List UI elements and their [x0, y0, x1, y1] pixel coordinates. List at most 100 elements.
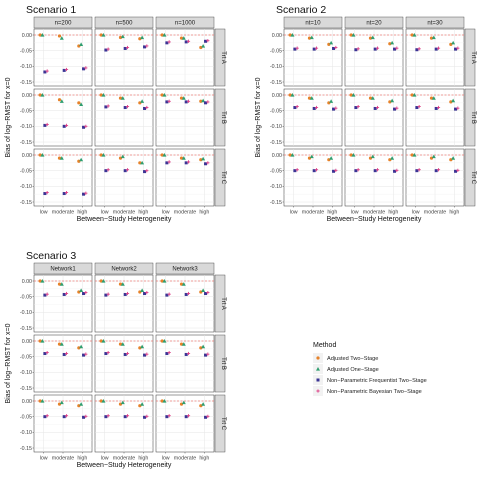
data-point-bayes [84, 124, 88, 128]
data-point-freq [434, 169, 438, 173]
facet-strip-label: Trt B [220, 357, 226, 370]
data-point-one [201, 344, 206, 349]
y-tick-label: -0.15 [20, 386, 32, 392]
y-tick-label: -0.15 [270, 200, 282, 206]
data-point-one [181, 400, 186, 405]
facet-panel [405, 88, 465, 147]
data-point-freq [373, 106, 377, 110]
data-point-one [201, 288, 206, 292]
data-point-bayes [375, 168, 380, 172]
data-point-bayes [186, 414, 191, 418]
data-point-freq [354, 48, 358, 52]
data-point-one [140, 35, 145, 40]
data-point-bayes [356, 47, 360, 51]
data-point-bayes [436, 105, 441, 110]
data-point-bayes [186, 99, 191, 103]
y-tick-label: -0.15 [20, 200, 32, 206]
facet-panel [33, 148, 93, 207]
facet-strip-label: Network2 [111, 267, 137, 273]
data-point-one [390, 98, 395, 103]
data-point-freq [123, 46, 127, 50]
facet-strip-column [155, 262, 215, 275]
data-point-one [329, 40, 334, 45]
data-point-one [431, 35, 436, 40]
data-point-freq [415, 48, 419, 52]
data-point-one [162, 279, 167, 283]
data-point-bayes [436, 46, 441, 50]
data-point-bayes [106, 292, 110, 296]
data-point-bayes [456, 46, 460, 50]
facet-panel [155, 28, 215, 87]
data-point-bayes [417, 47, 421, 51]
y-tick-label: -0.05 [20, 168, 32, 174]
data-point-freq [43, 415, 47, 419]
facet-strip-label: Network1 [50, 267, 76, 273]
data-point-freq [184, 161, 188, 165]
data-point-two [77, 101, 81, 105]
x-tick-label: low [162, 210, 170, 216]
data-point-freq [184, 292, 188, 296]
data-point-one [59, 36, 64, 40]
facet-panel [283, 28, 343, 87]
data-point-one [290, 93, 295, 97]
data-point-bayes [84, 66, 88, 70]
data-point-freq [82, 67, 86, 71]
data-point-freq [104, 48, 108, 52]
data-point-one [120, 34, 125, 39]
facet-strip-label: Trt A [220, 297, 226, 309]
data-point-one [162, 93, 167, 97]
data-point-freq [143, 415, 147, 419]
data-point-bayes [417, 104, 421, 109]
x-axis-title: Between−Study Heterogeneity [77, 462, 172, 469]
data-point-one [162, 153, 167, 157]
data-point-one [390, 156, 395, 160]
data-point-one [40, 399, 45, 403]
data-point-bayes [456, 168, 460, 172]
data-point-one [370, 35, 375, 40]
data-point-bayes [314, 46, 319, 50]
x-tick-label: moderate [363, 210, 385, 216]
data-point-two [449, 100, 453, 104]
data-point-one [351, 33, 356, 37]
data-point-bayes [186, 160, 191, 164]
x-tick-label: high [327, 210, 337, 216]
data-point-freq [354, 169, 358, 173]
data-point-freq [123, 352, 127, 356]
facet-panel [344, 28, 404, 87]
y-tick-label: 0.00 [22, 33, 32, 39]
data-point-one [120, 282, 125, 286]
legend-label: Non−Parametric Frequentist Two−Stage [327, 378, 427, 384]
data-point-freq [143, 292, 147, 296]
data-point-freq [62, 68, 66, 72]
x-tick-label: moderate [174, 456, 196, 462]
data-point-freq [43, 192, 47, 196]
facet-panel [94, 148, 154, 207]
data-point-bayes [84, 290, 88, 295]
y-tick-label: 0.00 [22, 93, 32, 99]
data-point-one [140, 344, 145, 349]
data-point-freq [434, 106, 438, 110]
y-axis-title: Bias of log−RMST for x=0 [5, 77, 12, 157]
data-point-bayes [375, 46, 380, 50]
data-point-bayes [295, 168, 299, 172]
data-point-bayes [64, 291, 69, 296]
facet-strip-column [155, 16, 215, 29]
facet-panel [405, 28, 465, 87]
facet-panel [94, 88, 154, 147]
data-point-bayes [106, 104, 110, 108]
facet-strip-label: n=200 [55, 21, 73, 27]
x-tick-label: low [162, 456, 170, 462]
data-point-bayes [186, 351, 191, 356]
data-point-freq [434, 47, 438, 51]
data-point-freq [104, 293, 108, 297]
x-tick-label: low [101, 210, 109, 216]
facet-panel [94, 28, 154, 87]
data-point-one [120, 96, 125, 100]
facet-strip-label: Trt A [220, 51, 226, 63]
data-point-freq [62, 415, 66, 419]
data-point-one [201, 43, 206, 48]
x-tick-label: moderate [113, 456, 135, 462]
data-point-one [79, 157, 84, 162]
data-point-one [79, 42, 84, 46]
facet-panel [155, 148, 215, 207]
